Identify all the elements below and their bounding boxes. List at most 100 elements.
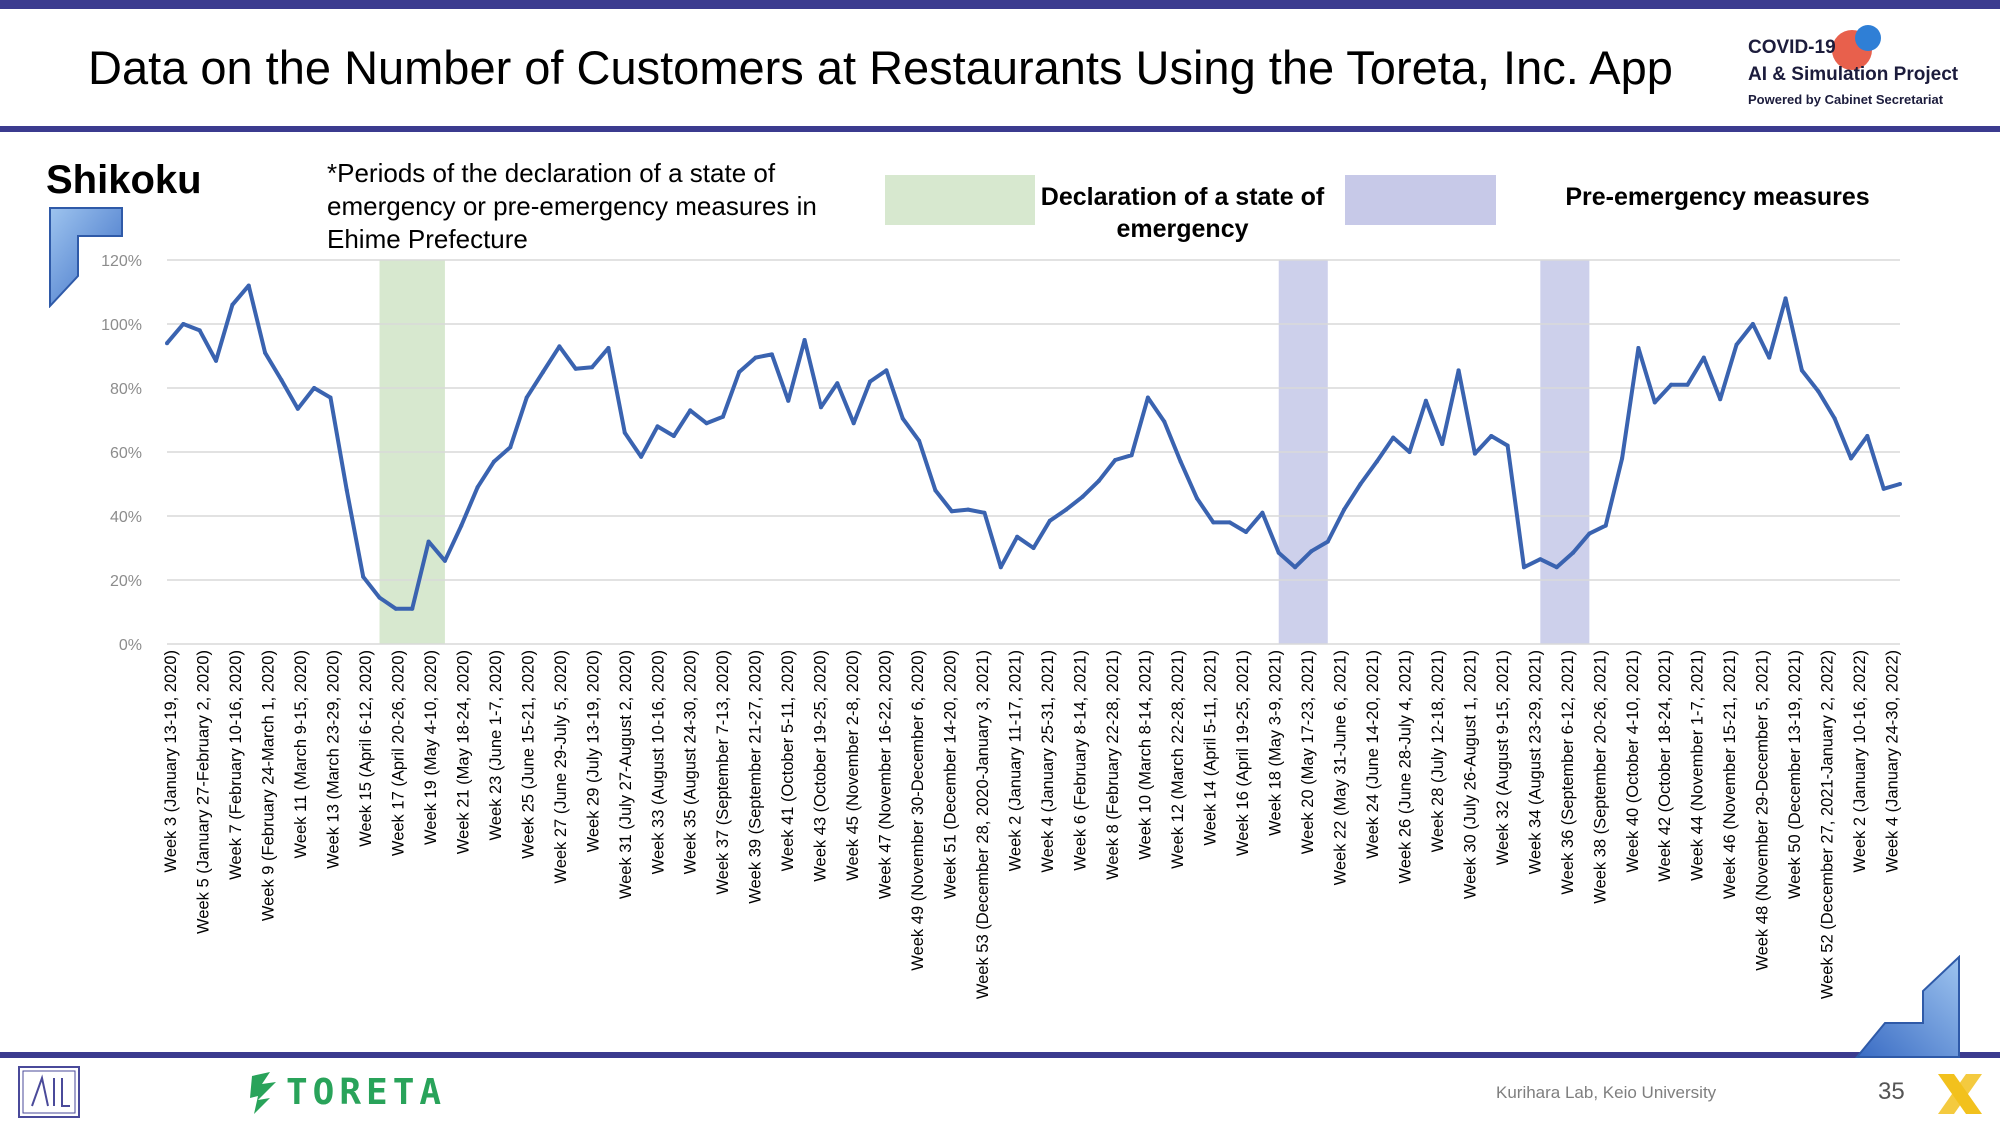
footer-divider	[0, 1052, 2000, 1058]
data-point	[541, 370, 546, 374]
logo-circles-icon	[1832, 25, 1881, 70]
data-point	[1031, 546, 1036, 550]
region-label: Shikoku	[46, 158, 202, 202]
data-point	[344, 488, 349, 493]
data-point	[279, 378, 284, 382]
data-point	[1407, 450, 1412, 454]
logo-line-3: Powered by Cabinet Secretariat	[1748, 92, 1944, 107]
data-point	[1587, 531, 1592, 536]
page-title: Data on the Number of Customers at Resta…	[88, 41, 1673, 94]
data-point	[933, 488, 938, 493]
data-point	[1047, 518, 1052, 523]
top-bar	[0, 0, 2000, 9]
data-point	[393, 606, 398, 611]
x-tick-label: Week 44 (November 1-7, 2021)	[1689, 650, 1707, 881]
x-tick-label: Week 53 (December 28, 2020-January 3, 20…	[974, 650, 992, 999]
data-point	[246, 283, 251, 288]
x-tick-label: Week 36 (September 6-12, 2021)	[1559, 650, 1577, 895]
y-tick-label: 20%	[110, 573, 142, 590]
x-tick-label: Week 27 (June 29-July 5, 2020)	[552, 650, 570, 884]
x-tick-label: Week 2 (January 11-17, 2021)	[1007, 650, 1025, 871]
data-point	[1440, 442, 1445, 446]
data-point	[1096, 478, 1101, 483]
data-point	[295, 406, 300, 411]
data-point	[1080, 494, 1085, 499]
data-point	[1865, 434, 1870, 438]
x-tick-label: Week 39 (September 21-27, 2020)	[747, 650, 765, 904]
data-point	[181, 322, 186, 326]
y-tick-label: 120%	[101, 253, 142, 270]
x-tick-label: Week 52 (December 27, 2021-January 2, 20…	[1819, 650, 1837, 999]
data-point	[1178, 459, 1183, 464]
x-tick-label: Week 6 (February 8-14, 2021)	[1072, 650, 1090, 871]
x-tick-label: Week 29 (July 13-19, 2020)	[584, 650, 602, 852]
data-point	[573, 366, 578, 371]
data-point	[230, 302, 235, 307]
data-point	[1620, 456, 1625, 461]
data-point	[606, 346, 611, 350]
data-point	[1358, 482, 1363, 486]
logo-line-2: AI & Simulation Project	[1748, 64, 1959, 85]
legend-emergency-label: Declaration of a state of emergency	[1040, 183, 1325, 243]
toreta-leaf-icon	[250, 1072, 276, 1114]
data-point	[1211, 520, 1216, 525]
data-point	[655, 424, 660, 429]
x-tick-label: Week 9 (February 24-March 1, 2020)	[259, 650, 277, 921]
data-point	[949, 509, 954, 514]
data-point	[1538, 557, 1543, 562]
data-point	[1293, 565, 1298, 570]
data-point	[475, 485, 480, 490]
x-tick-label: Week 30 (July 26-August 1, 2021)	[1461, 650, 1479, 899]
header-divider	[0, 126, 2000, 132]
data-point	[1554, 565, 1559, 570]
x-tick-label: Week 40 (October 4-10, 2021)	[1624, 650, 1642, 873]
data-point	[1194, 496, 1199, 501]
x-tick-label: Week 24 (June 14-20, 2021)	[1364, 650, 1382, 859]
data-point	[868, 379, 873, 384]
x-tick-label: Week 51 (December 14-20, 2020)	[942, 650, 960, 899]
x-tick-label: Week 26 (June 28-July 4, 2021)	[1396, 650, 1414, 884]
data-point	[1750, 322, 1755, 326]
legend-pre-emergency-label: Pre-emergency measures	[1565, 183, 1870, 211]
x-tick-label: Week 18 (May 3-9, 2021)	[1266, 650, 1284, 836]
data-point	[442, 558, 447, 563]
data-point	[1260, 510, 1265, 515]
y-tick-label: 100%	[101, 317, 142, 334]
x-tick-label: Week 49 (November 30-December 6, 2020)	[909, 650, 927, 971]
x-tick-label: Week 4 (January 25-31, 2021)	[1039, 650, 1057, 873]
y-tick-label: 80%	[110, 381, 142, 398]
data-point	[590, 365, 595, 370]
data-point	[1767, 355, 1772, 360]
x-tick-label: Week 43 (October 19-25, 2020)	[812, 650, 830, 882]
keio-lab-logo-icon	[18, 1066, 80, 1118]
data-point	[1342, 507, 1347, 512]
x-tick-label: Week 16 (April 19-25, 2021)	[1234, 650, 1252, 856]
data-point	[769, 352, 774, 357]
data-point	[835, 381, 840, 386]
data-point	[557, 344, 562, 349]
data-point	[1325, 539, 1330, 544]
data-point	[328, 395, 333, 400]
x-tick-label: Week 8 (February 22-28, 2021)	[1104, 650, 1122, 880]
data-point	[377, 595, 382, 600]
x-tick-label: Week 5 (January 27-February 2, 2020)	[194, 650, 212, 934]
x-tick-label: Week 38 (September 20-26, 2021)	[1591, 650, 1609, 904]
x-tick-label: Week 11 (March 9-15, 2020)	[292, 650, 310, 859]
covid-ai-project-logo: COVID-19 AI & Simulation Project Powered…	[1748, 22, 1988, 117]
x-tick-label: Week 21 (May 18-24, 2020)	[454, 650, 472, 854]
data-point	[1718, 397, 1723, 402]
data-point	[1636, 346, 1641, 350]
data-point	[966, 507, 971, 512]
data-point	[426, 539, 431, 544]
x-tick-label: Week 42 (October 18-24, 2021)	[1656, 650, 1674, 882]
logo-line-1: COVID-19	[1748, 37, 1836, 58]
data-point	[1701, 355, 1706, 360]
x-tick-label: Week 46 (November 15-21, 2021)	[1721, 650, 1739, 899]
data-point	[1799, 368, 1804, 373]
data-point	[410, 606, 415, 611]
x-tick-label: Week 12 (March 22-28, 2021)	[1169, 650, 1187, 869]
data-point	[1391, 435, 1396, 440]
project-x-logo-icon	[1938, 1074, 1982, 1114]
data-point	[1898, 482, 1902, 486]
data-point	[737, 370, 742, 374]
